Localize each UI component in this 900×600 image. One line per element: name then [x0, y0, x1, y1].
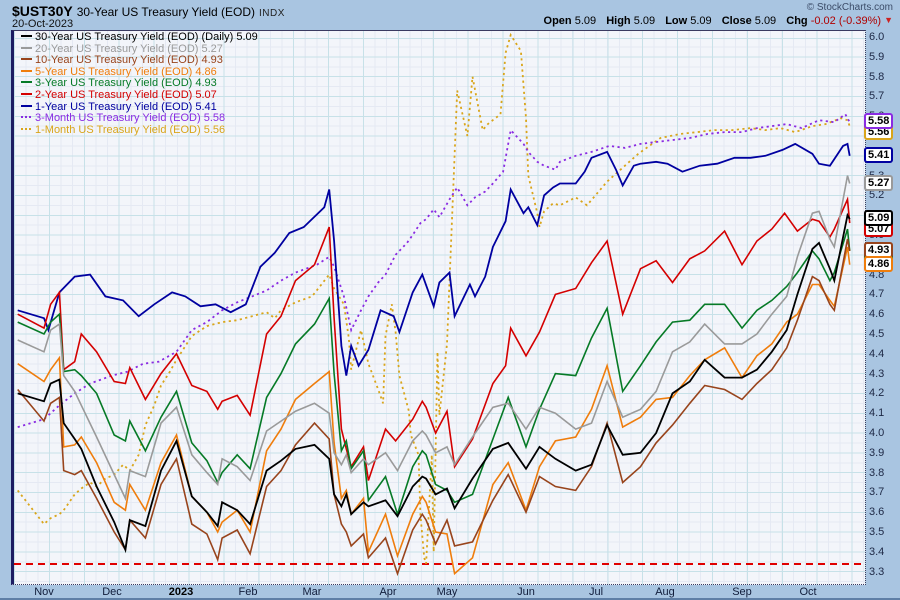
low-value: 5.09 — [690, 15, 712, 27]
chart-plot-area — [11, 30, 866, 585]
legend-item: 3-Year US Treasury Yield (EOD) 4.93 — [21, 78, 258, 90]
x-axis-label: Apr — [379, 586, 397, 598]
legend-item-label: 5-Year US Treasury Yield (EOD) 4.86 — [35, 65, 217, 78]
y-axis-label: 3.9 — [869, 446, 885, 459]
legend-item: 30-Year US Treasury Yield (EOD) (Daily) … — [21, 31, 258, 44]
legend-line-swatch-icon — [21, 46, 32, 49]
series-line-30-year — [17, 212, 851, 554]
y-axis-label: 3.6 — [869, 506, 885, 519]
legend-item-label: 2-Year US Treasury Yield (EOD) 5.07 — [35, 88, 217, 101]
legend-item: 2-Year US Treasury Yield (EOD) 5.07 — [21, 88, 258, 102]
y-axis-label: 4.2 — [869, 387, 885, 400]
legend-item-label: 1-Month US Treasury Yield (EOD) 5.56 — [35, 123, 226, 136]
x-axis-label: Jul — [588, 586, 604, 598]
legend-line-swatch-icon — [21, 58, 32, 61]
exchange-label: INDX — [259, 8, 285, 19]
close-label: Close — [721, 15, 752, 27]
price-tag: 5.09 — [864, 210, 894, 227]
y-axis-label: 4.7 — [869, 288, 885, 301]
chart-header: $UST30Y 30-Year US Treasury Yield (EOD) IN… — [12, 3, 285, 21]
yield-series-svg — [16, 32, 851, 577]
legend-item: 3-Month US Treasury Yield (EOD) 5.58 — [21, 112, 258, 125]
legend-item: 1-Year US Treasury Yield (EOD) 5.41 — [21, 100, 258, 114]
y-axis-label: 3.5 — [869, 526, 885, 538]
legend-item: 1-Month US Treasury Yield (EOD) 5.56 — [21, 123, 258, 137]
price-tag: 5.58 — [864, 113, 894, 130]
x-axis-label: Aug — [655, 586, 675, 598]
y-axis-label: 4.4 — [869, 347, 885, 360]
chg-down-triangle-icon: ▼ — [884, 15, 893, 25]
x-axis-label: 2023 — [168, 586, 194, 598]
legend-line-swatch-icon — [21, 92, 32, 95]
quote-summary: Open 5.09 High 5.09 Low 5.09 Close 5.09 … — [537, 15, 893, 27]
y-axis-label: 5.7 — [869, 90, 885, 103]
legend-dotted-line-swatch-icon — [21, 116, 32, 119]
low-label: Low — [665, 15, 688, 27]
series-line-20-year — [17, 175, 851, 502]
series-line-3-year — [17, 228, 851, 517]
legend-item: 5-Year US Treasury Yield (EOD) 4.86 — [21, 65, 258, 79]
y-axis-label: 5.2 — [869, 189, 885, 202]
chart-legend: 30-Year US Treasury Yield (EOD) (Daily) … — [21, 31, 258, 137]
y-axis-label: 3.4 — [869, 545, 885, 558]
support-dashed-line — [14, 562, 865, 565]
series-line-3-month — [17, 112, 851, 428]
y-axis-label: 4.5 — [869, 328, 885, 340]
legend-dotted-line-swatch-icon — [21, 127, 32, 130]
series-line-1-year — [17, 142, 851, 376]
y-axis-label: 3.7 — [869, 486, 885, 499]
series-line-5-year — [17, 246, 851, 576]
legend-item-label: 20-Year US Treasury Yield (EOD) 5.27 — [35, 42, 223, 55]
legend-item-label: 30-Year US Treasury Yield (EOD) (Daily) … — [35, 31, 258, 43]
legend-item: 10-Year US Treasury Yield (EOD) 4.93 — [21, 54, 258, 67]
y-axis-label: 3.3 — [869, 565, 885, 578]
legend-item: 20-Year US Treasury Yield (EOD) 5.27 — [21, 42, 258, 56]
x-axis-label: Oct — [799, 586, 817, 598]
y-axis-label: 5.8 — [869, 70, 885, 83]
y-axis-label: 3.8 — [869, 466, 885, 479]
y-axis-label: 5.9 — [869, 50, 885, 63]
legend-line-swatch-icon — [21, 69, 32, 72]
x-axis-label: Mar — [302, 586, 322, 598]
legend-item-label: 10-Year US Treasury Yield (EOD) 4.93 — [35, 54, 223, 67]
high-label: High — [606, 15, 631, 27]
x-axis-label: Feb — [238, 586, 258, 598]
open-value: 5.09 — [574, 15, 597, 27]
legend-line-swatch-icon — [21, 104, 32, 107]
series-line-2-year — [17, 196, 851, 481]
page-title: 30-Year US Treasury Yield (EOD) — [76, 5, 255, 19]
price-tag: 5.41 — [864, 146, 894, 163]
legend-item-label: 1-Year US Treasury Yield (EOD) 5.41 — [35, 100, 217, 113]
y-axis-label: 6.0 — [869, 31, 885, 43]
chg-value: -0.02 (-0.39%) — [810, 15, 882, 27]
legend-item-label: 3-Month US Treasury Yield (EOD) 5.58 — [35, 112, 226, 125]
series-line-10-year — [17, 238, 851, 577]
chart-date: 20-Oct-2023 — [12, 18, 74, 30]
y-axis-label: 4.3 — [869, 367, 885, 380]
close-value: 5.09 — [754, 15, 777, 27]
open-label: Open — [543, 15, 572, 27]
x-axis-label: May — [436, 586, 458, 598]
legend-item-label: 3-Year US Treasury Yield (EOD) 4.93 — [35, 77, 217, 90]
x-axis-label: Jun — [517, 586, 535, 598]
chg-label: Chg — [786, 15, 808, 27]
legend-line-swatch-icon — [21, 35, 32, 37]
copyright: © StockCharts.com — [806, 2, 893, 13]
x-axis-label: Nov — [34, 586, 54, 598]
price-tag: 4.86 — [864, 255, 894, 272]
high-value: 5.09 — [633, 15, 656, 27]
price-tag: 5.27 — [864, 174, 894, 191]
x-axis-label: Dec — [102, 586, 122, 598]
x-axis-label: Sep — [732, 586, 752, 598]
symbol: $UST30Y — [12, 3, 73, 19]
y-axis-label: 4.1 — [869, 407, 885, 420]
y-axis-label: 4.6 — [869, 308, 885, 321]
legend-line-swatch-icon — [21, 81, 32, 84]
y-axis-label: 4.0 — [869, 427, 885, 439]
